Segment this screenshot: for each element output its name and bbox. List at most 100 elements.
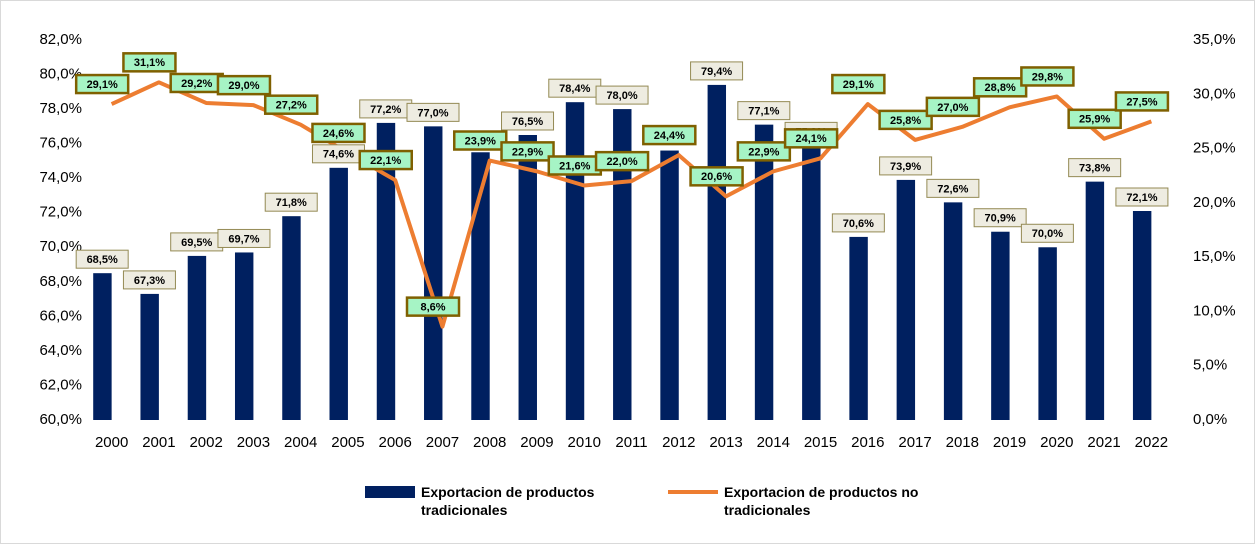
x-tick-label: 2017 xyxy=(898,434,931,451)
y-tick-label: 64,0% xyxy=(39,342,82,359)
x-tick-label: 2000 xyxy=(95,434,128,451)
bar xyxy=(849,236,868,420)
x-tick-label: 2009 xyxy=(520,434,553,451)
bar xyxy=(471,152,490,421)
y-tick-label: 78,0% xyxy=(39,100,82,117)
bar xyxy=(424,126,443,420)
y-tick-label: 68,0% xyxy=(39,273,82,290)
data-label: 77,1% xyxy=(748,106,779,118)
x-tick-label: 2011 xyxy=(615,434,647,451)
data-label: 70,6% xyxy=(843,218,874,230)
bar xyxy=(613,109,632,420)
data-label: 72,6% xyxy=(937,183,968,195)
data-label-box xyxy=(831,73,886,95)
data-label-box xyxy=(1114,91,1170,112)
data-label-box xyxy=(217,228,271,248)
x-tick-label: 2010 xyxy=(568,434,601,451)
data-label: 24,6% xyxy=(323,128,354,140)
bar xyxy=(93,273,112,420)
bar xyxy=(140,293,159,420)
x-tick-label: 2021 xyxy=(1087,434,1120,451)
data-label-box xyxy=(831,213,885,233)
data-label: 71,8% xyxy=(276,197,307,209)
y2-tick-label: 15,0% xyxy=(1193,248,1236,265)
y2-tick-label: 20,0% xyxy=(1193,194,1236,211)
bar xyxy=(896,179,916,420)
data-label: 78,0% xyxy=(606,90,637,102)
legend-label: Exportacion de productos tradicionales xyxy=(421,484,595,518)
data-label-box xyxy=(594,150,650,172)
y2-tick-label: 10,0% xyxy=(1193,302,1236,319)
x-tick-label: 2016 xyxy=(851,434,884,451)
data-label: 29,0% xyxy=(228,80,259,92)
data-label: 21,6% xyxy=(559,160,590,172)
y-tick-label: 60,0% xyxy=(39,411,82,428)
y2-tick-label: 30,0% xyxy=(1193,85,1236,102)
data-label-box xyxy=(75,249,129,269)
data-label-box xyxy=(642,124,697,146)
x-tick-label: 2005 xyxy=(331,434,364,451)
legend-label: Exportacion de productos no tradicionale… xyxy=(724,484,919,518)
x-tick-label: 2007 xyxy=(426,434,459,451)
bar xyxy=(1085,181,1105,420)
data-label: 24,4% xyxy=(654,130,685,142)
data-label-box xyxy=(500,141,555,162)
bar xyxy=(234,252,254,420)
data-label: 76,5% xyxy=(512,116,543,128)
y-tick-label: 70,0% xyxy=(39,238,82,255)
y-tick-label: 66,0% xyxy=(39,307,82,324)
data-label: 29,1% xyxy=(87,79,118,91)
data-label-box xyxy=(74,73,130,95)
y2-tick-label: 35,0% xyxy=(1193,31,1236,48)
data-label-box xyxy=(783,128,839,149)
x-tick-label: 2022 xyxy=(1135,434,1168,451)
data-label-box xyxy=(1115,187,1169,207)
y-tick-label: 76,0% xyxy=(39,135,82,152)
x-tick-label: 2015 xyxy=(804,434,837,451)
data-label-box xyxy=(264,192,318,212)
bar xyxy=(802,145,821,420)
data-label-box xyxy=(973,208,1027,228)
x-tick-label: 2013 xyxy=(709,434,742,451)
data-label-box xyxy=(263,94,319,115)
data-label-box xyxy=(690,61,744,81)
data-label: 70,0% xyxy=(1032,228,1063,240)
data-label-box xyxy=(453,130,508,151)
data-label-box xyxy=(1067,108,1122,130)
data-label-box xyxy=(1068,158,1122,178)
data-label: 22,1% xyxy=(370,155,401,167)
data-label-box xyxy=(736,141,792,162)
legend-swatch xyxy=(365,486,415,498)
data-label-box xyxy=(358,149,413,171)
bar xyxy=(376,122,396,420)
data-label: 72,1% xyxy=(1126,192,1157,204)
bar xyxy=(754,124,774,421)
x-tick-label: 2020 xyxy=(1040,434,1073,451)
bar xyxy=(329,167,348,420)
data-label: 27,2% xyxy=(276,100,307,112)
data-label: 25,9% xyxy=(1079,114,1110,126)
data-label: 27,5% xyxy=(1126,96,1157,108)
data-label-box xyxy=(501,111,555,131)
data-label: 78,4% xyxy=(559,83,590,95)
data-label-box xyxy=(1020,223,1074,243)
y-tick-label: 82,0% xyxy=(39,31,82,48)
x-tick-label: 2012 xyxy=(662,434,695,451)
y2-tick-label: 5,0% xyxy=(1193,357,1227,374)
y-tick-label: 72,0% xyxy=(39,204,82,221)
data-label-box xyxy=(689,166,744,187)
y-tick-label: 80,0% xyxy=(39,66,82,83)
data-label-box xyxy=(925,96,981,118)
data-label: 20,6% xyxy=(701,171,732,183)
data-label: 74,6% xyxy=(323,149,354,161)
bar xyxy=(187,255,207,420)
data-label: 8,6% xyxy=(420,302,445,314)
data-label: 22,9% xyxy=(512,146,543,158)
y2-tick-label: 25,0% xyxy=(1193,140,1236,157)
bar xyxy=(1132,211,1152,420)
data-label-box xyxy=(879,156,933,176)
data-label-box xyxy=(406,102,460,122)
data-label: 79,4% xyxy=(701,66,732,78)
data-label-box xyxy=(878,109,933,131)
